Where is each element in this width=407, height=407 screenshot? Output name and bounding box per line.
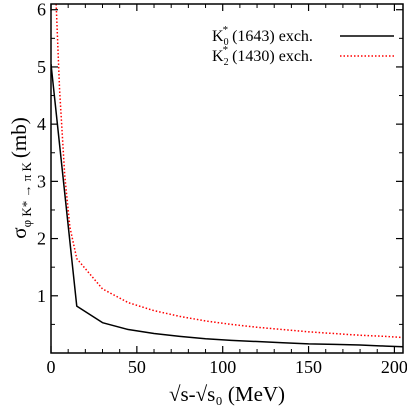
svg-text:σφ K* → π K(mb): σφ K* → π K (mb) (7, 117, 34, 239)
legend: K0* (1643) exch. K2* (1430) exch. (212, 24, 394, 68)
y-tick-label: 2 (37, 229, 46, 249)
svg-text:K0* (1643) exch.: K0* (1643) exch. (212, 24, 313, 48)
series-layer (51, 4, 403, 348)
x-tick-label: 200 (381, 357, 407, 377)
legend-label-0-sup: * (223, 24, 229, 36)
legend-label-0-sub: 0 (224, 37, 229, 48)
legend-label-1-rest: (1430) exch. (228, 48, 313, 65)
y-axis-label-subscript: φ K* → π K (19, 161, 34, 227)
x-tick-label: 50 (128, 357, 146, 377)
legend-label-1-sup: * (223, 44, 229, 56)
series-line-1 (55, 4, 403, 339)
y-tick-label: 1 (37, 286, 46, 306)
y-axis-label-symbol: σ (7, 227, 31, 238)
axis-ticks: 0 50 100 150 200 1 2 3 4 5 6 (37, 0, 407, 377)
y-tick-label: 6 (37, 0, 46, 20)
y-axis-label: σφ K* → π K (mb) (7, 117, 34, 239)
x-tick-label: 0 (47, 357, 56, 377)
legend-label-0-rest: (1643) exch. (228, 28, 313, 45)
x-tick-label: 100 (209, 357, 236, 377)
legend-entry-0: K0* (1643) exch. (212, 24, 394, 48)
y-tick-label: 4 (37, 114, 46, 134)
y-tick-label: 3 (37, 171, 46, 191)
series-line-0 (51, 63, 403, 348)
legend-entry-1: K2* (1430) exch. (212, 44, 394, 68)
legend-label-0-main: K (212, 28, 224, 45)
legend-label-1-sub: 2 (224, 57, 229, 68)
y-tick-label: 5 (37, 57, 46, 77)
y-axis-label-unit: (mb) (7, 117, 31, 158)
legend-label-1-main: K (212, 48, 224, 65)
x-tick-label: 150 (295, 357, 322, 377)
plot-frame (50, 3, 404, 354)
x-axis-label: √s-√s₀ (MeV) (169, 382, 285, 406)
svg-text:K2* (1430) exch.: K2* (1430) exch. (212, 44, 313, 68)
